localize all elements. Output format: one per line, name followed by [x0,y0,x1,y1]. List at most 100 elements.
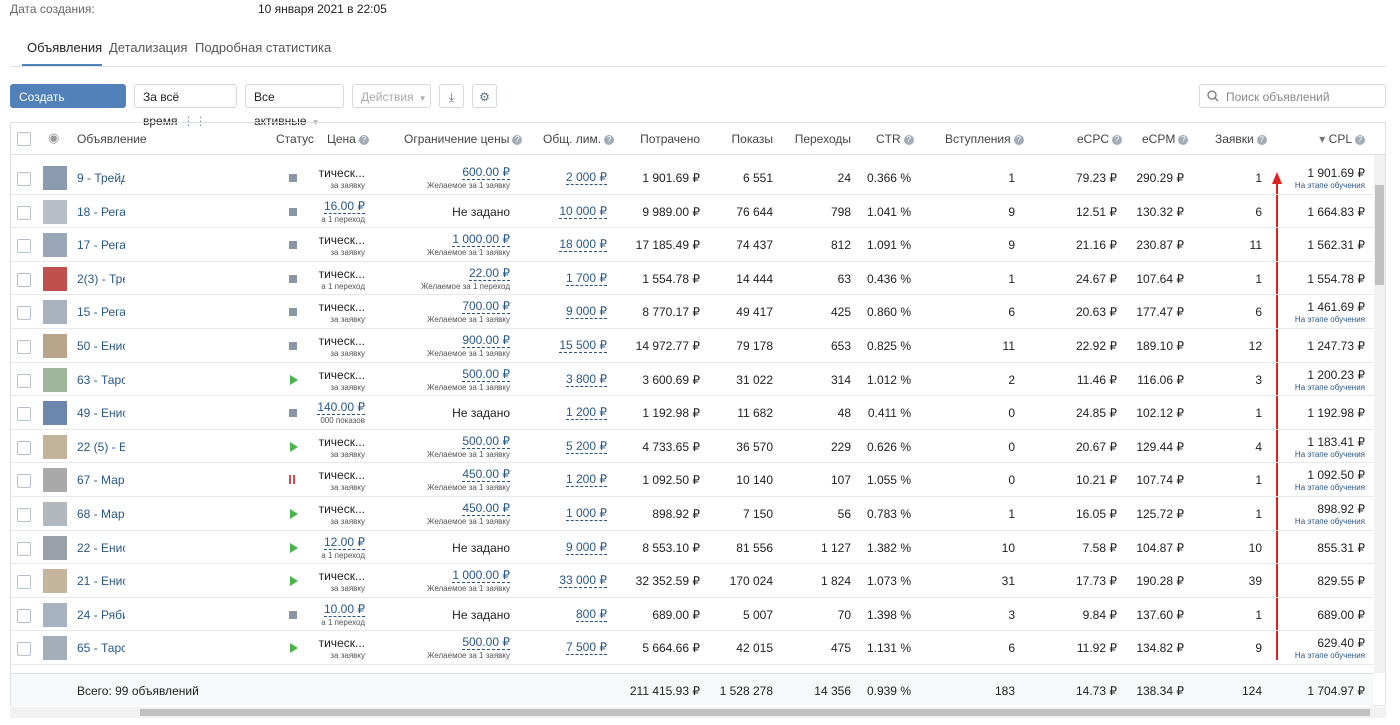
help-icon[interactable]: ? [1013,135,1024,145]
limit[interactable]: 600.00 ₽ [462,165,510,180]
filter-dropdown[interactable]: Все активные ▼ [245,84,344,128]
column-header[interactable]: Объявление [77,132,147,146]
column-header[interactable]: Общ. лим.? [543,132,615,146]
search-input[interactable]: Поиск объявлений [1199,84,1386,108]
ad-name[interactable]: 68 - Марц [77,507,125,521]
column-header[interactable]: CTR? [876,132,914,146]
row-checkbox[interactable] [17,272,31,287]
help-icon[interactable]: ? [1256,135,1267,145]
help-icon[interactable]: ? [1112,135,1123,145]
row-checkbox[interactable] [17,205,31,220]
row-checkbox[interactable] [17,306,31,321]
total-limit[interactable]: 9 000 ₽ [566,539,607,555]
column-header[interactable]: Цена? [327,132,369,146]
status-paused[interactable] [289,475,295,485]
actions-dropdown[interactable]: Действия ▼ [352,84,431,108]
column-header[interactable]: ▾ CPL? [1319,132,1365,146]
limit[interactable]: 22.00 ₽ [469,265,510,281]
create-button[interactable]: Создать объявление [10,84,126,128]
status-active[interactable] [290,374,298,385]
select-all-checkbox[interactable] [17,132,31,146]
row-checkbox[interactable] [17,642,31,657]
tab[interactable]: Подробная статистика [195,40,332,55]
row-checkbox[interactable] [17,474,31,489]
ad-name[interactable]: 21 - Енисе [77,574,125,589]
limit[interactable]: 700.00 ₽ [462,299,510,315]
total-limit[interactable]: 1 200 ₽ [566,405,607,421]
total-limit[interactable]: 9 000 ₽ [566,304,607,320]
status-stopped[interactable] [289,342,297,350]
h-scrollbar[interactable] [10,707,1386,718]
ad-name[interactable]: 49 - Енисе [77,406,125,421]
ad-name[interactable]: 22 (5) - Ен [77,439,125,454]
help-icon[interactable]: ? [903,135,914,145]
column-header[interactable]: Вступления? [945,132,1024,146]
total-limit[interactable]: 2 000 ₽ [566,170,607,185]
column-header[interactable]: Ограничение цены? [404,132,523,146]
limit[interactable]: 450.00 ₽ [462,467,510,483]
row-checkbox[interactable] [17,239,31,254]
status-stopped[interactable] [289,241,297,250]
status-stopped[interactable] [289,409,297,418]
column-header[interactable]: Заявки? [1215,132,1267,146]
total-limit[interactable]: 1 200 ₽ [566,472,607,488]
total-limit[interactable]: 1 700 ₽ [566,270,607,286]
limit[interactable]: 500.00 ₽ [462,635,510,651]
column-header[interactable]: Статус [276,132,314,146]
price[interactable]: 10.00 ₽ [324,601,365,617]
status-stopped[interactable] [289,308,297,317]
help-icon[interactable]: ? [358,135,369,145]
help-icon[interactable]: ? [604,135,615,145]
status-active[interactable] [290,441,298,452]
total-limit[interactable]: 15 500 ₽ [559,338,607,353]
help-icon[interactable]: ? [1178,135,1189,145]
column-header[interactable]: Переходы [795,132,851,146]
status-active[interactable] [290,509,298,519]
limit[interactable]: 450.00 ₽ [462,501,510,516]
help-icon[interactable]: ? [512,135,523,145]
tab[interactable]: Объявления [27,40,103,55]
limit[interactable]: 1 000.00 ₽ [452,232,510,248]
column-header[interactable]: Показы [732,132,773,146]
price[interactable]: 16.00 ₽ [324,198,365,214]
total-limit[interactable]: 10 000 ₽ [559,203,607,219]
ad-name[interactable]: 50 - Енисе [77,339,125,353]
row-checkbox[interactable] [17,373,31,388]
status-stopped[interactable] [289,174,297,182]
status-stopped[interactable] [289,207,297,216]
total-limit[interactable]: 800 ₽ [576,606,607,622]
row-checkbox[interactable] [17,340,31,354]
status-active[interactable] [290,576,298,587]
row-checkbox[interactable] [17,608,31,623]
total-limit[interactable]: 33 000 ₽ [559,573,607,589]
row-checkbox[interactable] [17,508,31,522]
row-checkbox[interactable] [17,172,31,186]
row-checkbox[interactable] [17,541,31,556]
status-stopped[interactable] [289,274,297,283]
total-limit[interactable]: 3 800 ₽ [566,371,607,387]
limit[interactable]: 900.00 ₽ [462,333,510,348]
total-limit[interactable]: 5 200 ₽ [566,438,607,454]
settings-button[interactable]: ⚙ [472,84,497,108]
ad-name[interactable]: 2(3) - Трей [77,271,125,286]
ad-name[interactable]: 65 - Тарск [77,641,125,656]
row-checkbox[interactable] [17,440,31,455]
period-button[interactable]: За всё время ⋮⋮ [134,84,237,128]
total-limit[interactable]: 18 000 ₽ [559,237,607,253]
ad-name[interactable]: 67 - Марц [77,473,125,488]
column-header[interactable]: eCPC? [1077,132,1123,146]
ad-name[interactable]: 24 - Рябин [77,607,125,622]
price[interactable]: 12.00 ₽ [324,534,365,550]
tab[interactable]: Детализация [109,40,188,55]
total-limit[interactable]: 7 500 ₽ [566,640,607,656]
limit[interactable]: 500.00 ₽ [462,366,510,382]
ad-name[interactable]: 9 - Трейд- [77,171,125,185]
v-scrollbar[interactable] [1374,155,1385,673]
price[interactable]: 140.00 ₽ [317,400,365,416]
status-active[interactable] [290,643,298,654]
limit[interactable]: 500.00 ₽ [462,433,510,449]
column-header[interactable]: eCPM? [1142,132,1189,146]
